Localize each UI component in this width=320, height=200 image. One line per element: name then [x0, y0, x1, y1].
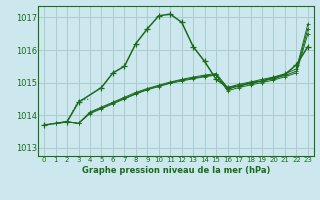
- X-axis label: Graphe pression niveau de la mer (hPa): Graphe pression niveau de la mer (hPa): [82, 166, 270, 175]
